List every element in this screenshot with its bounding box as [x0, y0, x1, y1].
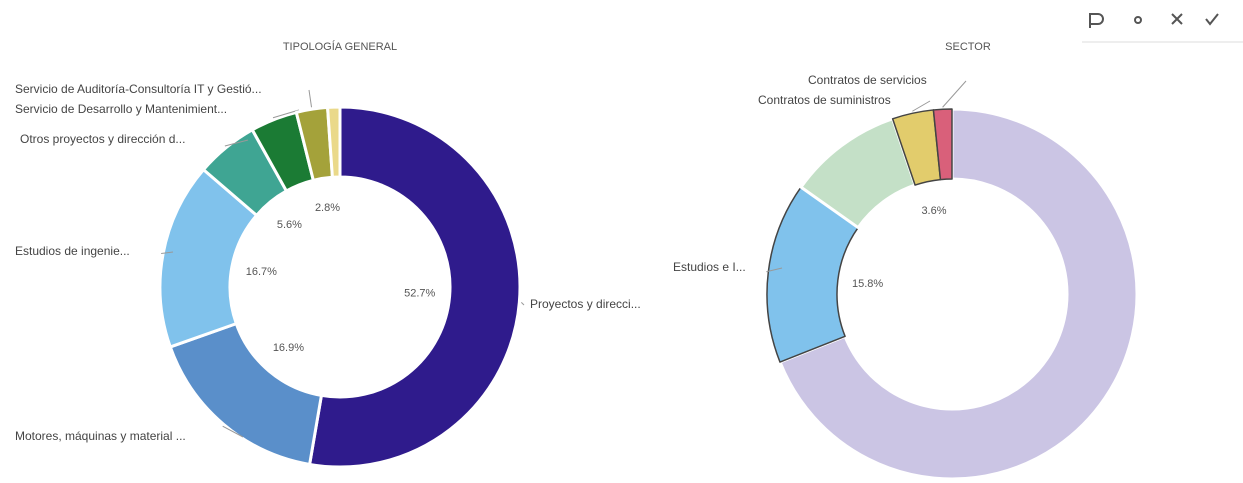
confirm-button[interactable]: [1205, 13, 1219, 26]
select-tool[interactable]: [1134, 16, 1142, 24]
lasso-tool[interactable]: [1089, 13, 1104, 28]
value-label: 15.8%: [852, 278, 883, 290]
value-label: 16.9%: [273, 342, 304, 354]
leader-line: [520, 302, 525, 306]
value-label: 3.6%: [921, 205, 946, 217]
leader-line: [308, 89, 313, 108]
leader-line: [272, 109, 300, 119]
chart-title: TIPOLOGÍA GENERAL: [283, 40, 397, 53]
value-label: 52.7%: [404, 288, 435, 300]
toolbar: [1075, 10, 1243, 43]
category-label: Motores, máquinas y material ...: [15, 429, 186, 443]
leader-line: [912, 100, 931, 112]
category-label: Proyectos y direcci...: [530, 297, 641, 311]
category-label: Estudios de ingenie...: [15, 244, 130, 258]
donut-segment: [778, 107, 1139, 481]
category-label: Servicio de Desarrollo y Mantenimient...: [15, 102, 227, 116]
category-label: Servicio de Auditoría-Consultoría IT y G…: [15, 82, 262, 96]
leader-line: [942, 80, 967, 108]
cancel-button[interactable]: [1171, 13, 1183, 25]
leader-line: [224, 139, 249, 147]
chart-title: SECTOR: [945, 41, 991, 53]
value-label: 16.7%: [246, 266, 277, 278]
donut-segment: [326, 105, 342, 179]
category-label: Contratos de suministros: [758, 93, 891, 107]
category-label: Estudios e I...: [673, 260, 746, 274]
value-label: 2.8%: [315, 202, 340, 214]
leader-line: [766, 267, 783, 273]
donut-segment: [932, 108, 953, 181]
category-label: Otros proyectos y dirección d...: [20, 132, 185, 146]
leader-line: [222, 425, 244, 438]
value-label: 5.6%: [277, 219, 302, 231]
leader-line: [161, 251, 174, 254]
toolbar-bg: [1075, 10, 1243, 40]
category-label: Contratos de servicios: [808, 73, 927, 87]
donut-segment: [308, 105, 522, 469]
